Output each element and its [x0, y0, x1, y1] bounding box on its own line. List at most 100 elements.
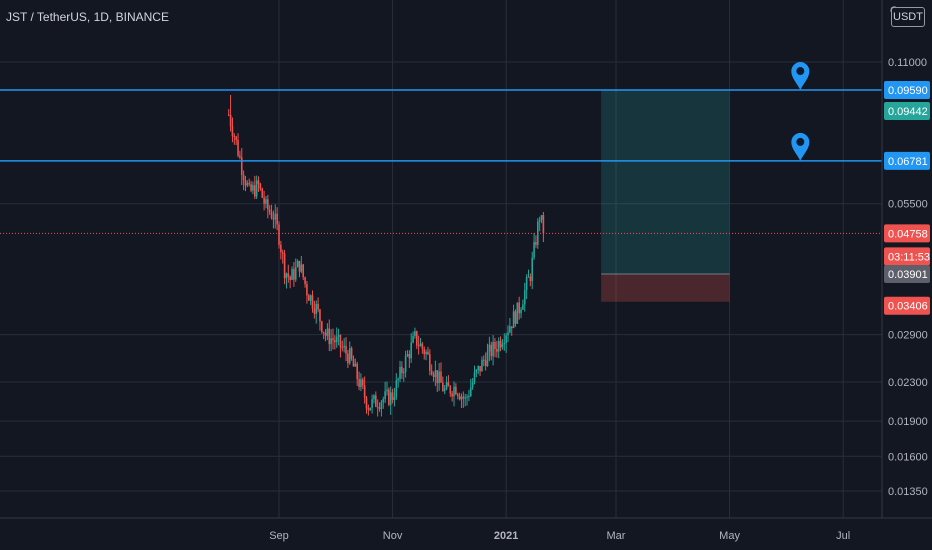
- candle-body: [509, 326, 511, 333]
- candle-body: [306, 283, 308, 296]
- price-tag-stop: [884, 296, 930, 315]
- candle-body: [414, 331, 416, 337]
- candle-body: [522, 304, 524, 310]
- candle-body: [270, 212, 273, 219]
- candle-body: [280, 244, 282, 253]
- candle-body: [462, 396, 465, 399]
- candle-body: [322, 331, 325, 333]
- price-tag-label: 0.03901: [888, 269, 928, 281]
- candle-body: [490, 344, 493, 357]
- candle-body: [503, 342, 506, 345]
- candle-body: [319, 309, 321, 322]
- candle-body: [481, 359, 483, 372]
- candle-body: [401, 366, 403, 374]
- y-tick-label: 0.11000: [888, 57, 927, 69]
- candle-body: [382, 398, 385, 403]
- candle-body: [443, 388, 446, 392]
- candle-body: [345, 345, 347, 354]
- candle-body: [475, 370, 478, 373]
- candle-body: [229, 114, 232, 127]
- currency-selector[interactable]: USDT: [891, 7, 925, 27]
- candle-body: [267, 199, 269, 210]
- candle-body: [473, 372, 476, 383]
- candle-body: [510, 326, 513, 329]
- candle-body: [231, 126, 234, 137]
- candle-body: [449, 386, 452, 394]
- candle-body: [445, 382, 448, 389]
- candle-body: [533, 242, 535, 258]
- candle-body: [486, 351, 489, 367]
- candle-body: [330, 338, 332, 345]
- candle-body: [410, 342, 412, 359]
- candle-body: [408, 354, 411, 359]
- candle-body: [525, 277, 528, 290]
- candle-body: [488, 344, 491, 352]
- candle-body: [259, 184, 262, 189]
- x-tick-label: May: [719, 530, 740, 542]
- candle-body: [492, 341, 494, 357]
- candle-body: [291, 269, 293, 280]
- candle-body: [354, 363, 357, 367]
- candle-body: [542, 215, 545, 234]
- candle-body: [369, 407, 372, 411]
- y-tick-label: 0.05500: [888, 199, 928, 211]
- price-tag-label: 0.04758: [888, 228, 928, 240]
- candle-body: [352, 358, 355, 367]
- candle-body: [391, 392, 394, 400]
- candle-body: [268, 209, 271, 213]
- candle-body: [455, 386, 457, 395]
- x-tick-label: Nov: [383, 530, 403, 542]
- candle-body: [421, 343, 424, 349]
- candle-body: [350, 348, 353, 359]
- candle-body: [415, 331, 418, 346]
- candle-body: [434, 370, 437, 378]
- candle-body: [244, 180, 247, 186]
- candle-body: [332, 338, 334, 341]
- candle-body: [347, 353, 349, 364]
- x-tick-label: 2021: [494, 530, 518, 542]
- candle-body: [535, 242, 537, 245]
- candle-body: [494, 341, 496, 349]
- position-loss-zone: [601, 273, 730, 302]
- candle-body: [309, 295, 312, 301]
- candle-body: [227, 114, 230, 116]
- candle-body: [335, 336, 338, 343]
- candle-body: [520, 309, 522, 314]
- candle-body: [315, 303, 318, 314]
- candle-body: [321, 321, 323, 332]
- candle-body: [397, 378, 399, 381]
- candle-body: [425, 351, 427, 355]
- candle-body: [505, 335, 507, 343]
- time-axis-background: [0, 518, 932, 550]
- candle-body: [358, 379, 360, 388]
- candle-body: [477, 366, 480, 371]
- location-pin-icon: [791, 62, 810, 91]
- candle-body: [388, 389, 390, 405]
- price-tag-label: 0.06781: [888, 156, 928, 168]
- price-tag-last: [884, 224, 930, 243]
- candle-body: [334, 340, 336, 343]
- candle-body: [430, 370, 433, 375]
- candle-body: [512, 311, 515, 329]
- candle-body: [298, 260, 301, 272]
- candle-body: [438, 371, 440, 384]
- candle-body: [419, 343, 422, 346]
- candle-body: [404, 356, 407, 373]
- candle-body: [471, 382, 474, 388]
- candle-body: [248, 183, 251, 185]
- candle-body: [529, 276, 532, 281]
- candle-body: [283, 253, 286, 279]
- candle-body: [479, 366, 481, 372]
- y-tick-label: 0.02300: [888, 377, 928, 389]
- candle-body: [252, 185, 254, 191]
- candle-body: [356, 363, 358, 380]
- x-tick-label: Mar: [607, 530, 626, 542]
- y-tick-label: 0.01900: [888, 416, 928, 428]
- price-tag-line: [884, 81, 930, 100]
- candle-body: [313, 308, 316, 314]
- candle-body: [235, 136, 237, 140]
- candle-body: [371, 399, 373, 408]
- candle-body: [412, 336, 414, 343]
- candle-body: [294, 267, 297, 280]
